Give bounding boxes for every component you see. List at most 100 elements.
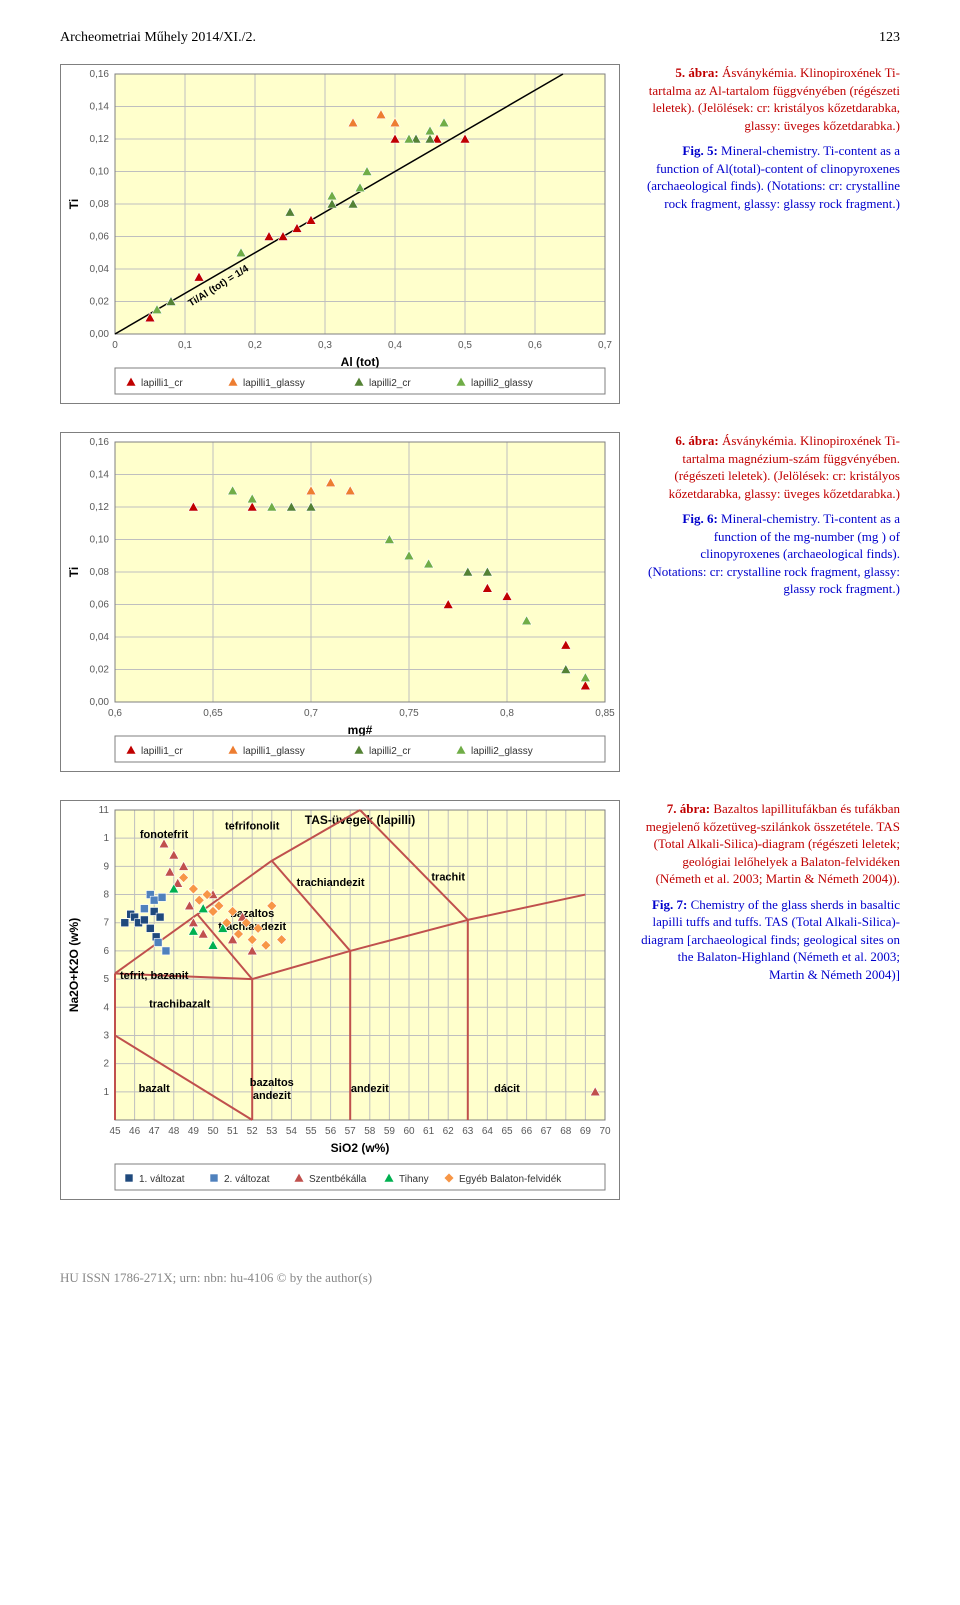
fig7-en-lead: Fig. 7:	[652, 897, 687, 912]
svg-text:1. változat: 1. változat	[139, 1174, 185, 1185]
svg-text:5: 5	[103, 974, 109, 985]
svg-text:0,14: 0,14	[90, 470, 110, 481]
svg-text:66: 66	[521, 1126, 533, 1137]
svg-text:tefrifonolit: tefrifonolit	[225, 821, 280, 833]
svg-text:67: 67	[541, 1126, 553, 1137]
svg-text:0,06: 0,06	[90, 600, 110, 611]
svg-text:0,08: 0,08	[90, 567, 110, 578]
svg-text:45: 45	[109, 1126, 121, 1137]
svg-text:64: 64	[482, 1126, 494, 1137]
svg-text:0,10: 0,10	[90, 167, 110, 178]
svg-text:0,16: 0,16	[90, 69, 110, 80]
svg-text:1: 1	[103, 833, 109, 844]
svg-text:SiO2 (w%): SiO2 (w%)	[331, 1141, 390, 1155]
svg-text:6: 6	[103, 946, 109, 957]
svg-text:Tihany: Tihany	[399, 1174, 429, 1185]
svg-text:lapilli2_glassy: lapilli2_glassy	[471, 746, 533, 757]
fig5-hu-lead: 5. ábra:	[675, 65, 718, 80]
svg-text:0,04: 0,04	[90, 632, 110, 643]
svg-text:0,00: 0,00	[90, 329, 110, 340]
svg-text:68: 68	[560, 1126, 572, 1137]
svg-text:0: 0	[112, 340, 118, 351]
svg-text:62: 62	[443, 1126, 455, 1137]
svg-text:0,06: 0,06	[90, 232, 110, 243]
fig6-hu-lead: 6. ábra:	[675, 433, 718, 448]
svg-text:57: 57	[345, 1126, 357, 1137]
svg-text:49: 49	[188, 1126, 200, 1137]
figure-7-block: 1234567891114546474849505152535455565758…	[60, 800, 900, 1200]
fig5-en-lead: Fig. 5:	[682, 143, 717, 158]
svg-text:lapilli2_glassy: lapilli2_glassy	[471, 378, 533, 389]
figure-5-chart: 0,00 0,02 0,04 0,06 0,08 0,10 0,12 0,14 0,16 0 0,1…	[60, 64, 620, 404]
svg-text:0,3: 0,3	[318, 340, 332, 351]
svg-text:65: 65	[501, 1126, 513, 1137]
svg-text:46: 46	[129, 1126, 141, 1137]
svg-text:0,02: 0,02	[90, 297, 110, 308]
svg-text:59: 59	[384, 1126, 396, 1137]
svg-text:8: 8	[103, 890, 109, 901]
svg-text:2. változat: 2. változat	[224, 1174, 270, 1185]
page-footer: HU ISSN 1786-271X; urn: nbn: hu-4106 © b…	[60, 1270, 900, 1286]
svg-text:63: 63	[462, 1126, 474, 1137]
svg-text:lapilli1_cr: lapilli1_cr	[141, 378, 183, 389]
svg-text:0,08: 0,08	[90, 199, 110, 210]
svg-text:lapilli1_cr: lapilli1_cr	[141, 746, 183, 757]
svg-text:0,16: 0,16	[90, 437, 110, 448]
svg-text:52: 52	[247, 1126, 259, 1137]
svg-text:55: 55	[305, 1126, 317, 1137]
fig7-hu-lead: 7. ábra:	[667, 801, 710, 816]
journal-name: Archeometriai Műhely 2014/XI./2.	[60, 30, 256, 46]
figure-5-caption: 5. ábra: Ásványkémia. Klinopiroxének Ti-…	[640, 64, 900, 220]
svg-text:0,14: 0,14	[90, 102, 110, 113]
svg-text:0,1: 0,1	[178, 340, 192, 351]
svg-text:0,8: 0,8	[500, 708, 514, 719]
svg-text:51: 51	[227, 1126, 239, 1137]
svg-text:trachit: trachit	[431, 871, 465, 883]
svg-text:dácit: dácit	[494, 1083, 520, 1095]
figure-7-caption: 7. ábra: Bazaltos lapillitufákban és tuf…	[640, 800, 900, 991]
svg-text:48: 48	[168, 1126, 180, 1137]
svg-text:0,7: 0,7	[304, 708, 318, 719]
svg-text:bazaltos: bazaltos	[250, 1077, 294, 1089]
svg-text:Szentbékálla: Szentbékálla	[309, 1174, 367, 1185]
svg-text:0,12: 0,12	[90, 502, 110, 513]
svg-text:0,6: 0,6	[528, 340, 542, 351]
svg-text:trachibazalt: trachibazalt	[149, 998, 210, 1010]
svg-text:mg#: mg#	[348, 723, 373, 737]
svg-text:56: 56	[325, 1126, 337, 1137]
svg-text:50: 50	[207, 1126, 219, 1137]
svg-text:bazalt: bazalt	[139, 1083, 171, 1095]
figure-5-block: 0,00 0,02 0,04 0,06 0,08 0,10 0,12 0,14 0,16 0 0,1…	[60, 64, 900, 404]
svg-text:Ti: Ti	[67, 199, 81, 209]
svg-text:lapilli2_cr: lapilli2_cr	[369, 378, 411, 389]
svg-text:0,02: 0,02	[90, 665, 110, 676]
svg-text:60: 60	[403, 1126, 415, 1137]
svg-text:Egyéb Balaton-felvidék: Egyéb Balaton-felvidék	[459, 1174, 562, 1185]
svg-text:53: 53	[266, 1126, 278, 1137]
svg-text:0,85: 0,85	[595, 708, 615, 719]
svg-text:Na2O+K2O (w%): Na2O+K2O (w%)	[67, 918, 81, 1012]
svg-text:TAS-üvegek (lapilli): TAS-üvegek (lapilli)	[305, 813, 415, 827]
svg-text:58: 58	[364, 1126, 376, 1137]
svg-text:0,6: 0,6	[108, 708, 122, 719]
svg-text:0,75: 0,75	[399, 708, 419, 719]
svg-text:0,4: 0,4	[388, 340, 402, 351]
svg-text:54: 54	[286, 1126, 298, 1137]
svg-text:0,65: 0,65	[203, 708, 223, 719]
svg-text:0,04: 0,04	[90, 264, 110, 275]
svg-text:2: 2	[103, 1059, 109, 1070]
svg-text:lapilli1_glassy: lapilli1_glassy	[243, 378, 305, 389]
svg-text:Al (tot): Al (tot)	[341, 355, 380, 369]
svg-text:9: 9	[103, 861, 109, 872]
svg-text:0,12: 0,12	[90, 134, 110, 145]
svg-text:trachiandezit: trachiandezit	[297, 877, 365, 889]
figure-6-block: 0,000,020,040,060,080,100,120,140,160,60…	[60, 432, 900, 772]
svg-text:4: 4	[103, 1002, 109, 1013]
figure-6-chart: 0,000,020,040,060,080,100,120,140,160,60…	[60, 432, 620, 772]
figure-6-caption: 6. ábra: Ásványkémia. Klinopiroxének Ti-…	[640, 432, 900, 606]
svg-text:andezit: andezit	[351, 1083, 389, 1095]
svg-text:11: 11	[99, 805, 110, 816]
svg-text:0,10: 0,10	[90, 535, 110, 546]
figure-7-chart: 1234567891114546474849505152535455565758…	[60, 800, 620, 1200]
fig6-en-lead: Fig. 6:	[682, 511, 717, 526]
